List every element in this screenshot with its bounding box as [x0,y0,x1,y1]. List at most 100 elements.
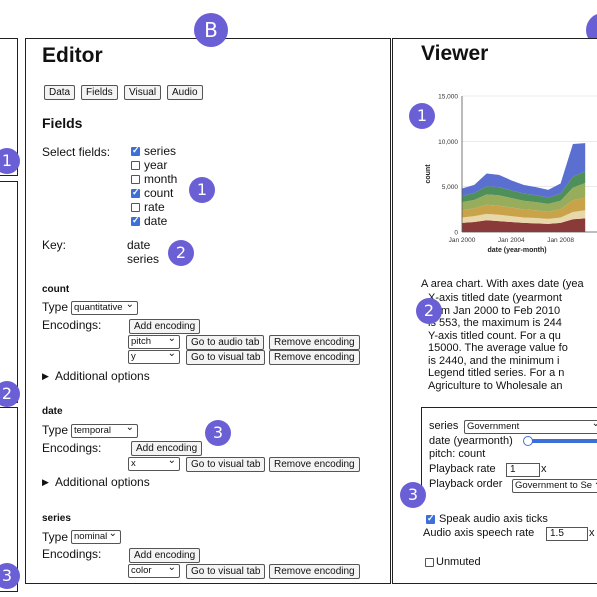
count-additional-options[interactable]: Additional options [55,369,150,383]
series-encoding-color-select[interactable]: color [128,562,180,578]
count-remove-encoding-2-button[interactable]: Remove encoding [269,350,360,365]
count-go-visual-button[interactable]: Go to visual tab [186,350,266,365]
field-label-series: series [144,144,177,158]
date-go-visual-button[interactable]: Go to visual tab [186,457,266,472]
area-series-0 [462,218,586,232]
date-slider[interactable] [526,439,597,443]
marker-3-editor: 3 [205,420,231,446]
key-value-date: date [127,238,151,252]
field-checkbox-date[interactable] [131,215,140,226]
marker-c-partial [586,13,597,47]
series-section-title: series [42,513,71,524]
x-tick-label: Jan 2000 [449,237,476,244]
speak-ticks-checkbox[interactable] [426,513,435,524]
count-encoding-y-select[interactable]: y [128,348,180,364]
date-encoding-x-select[interactable]: x [128,455,180,471]
key-value-series: series [127,252,160,266]
field-checkbox-rate[interactable] [131,203,140,212]
marker-3-viewer: 3 [400,482,426,508]
field-checkbox-month[interactable] [131,175,140,184]
tab-audio[interactable]: Audio [167,85,203,100]
area-series-5 [462,143,586,198]
series-go-visual-button[interactable]: Go to visual tab [186,564,266,579]
audio-player-controls [421,407,597,499]
marker-1: 1 [0,148,20,174]
description-line: X-axis titled date (yearmont [428,292,562,304]
date-additional-options[interactable]: Additional options [55,475,150,489]
y-tick-label: 10,000 [438,139,458,146]
marker-3: 3 [0,563,20,589]
date-section-title: date [42,406,63,417]
description-line: Agriculture to Wholesale an [428,379,563,392]
y-tick-label: 0 [454,230,458,237]
count-disclosure-triangle-icon[interactable]: ▶ [42,371,49,381]
marker-2-editor: 2 [168,240,194,266]
x-tick-label: Jan 2008 [547,237,574,244]
y-tick-label: 5,000 [442,184,459,191]
date-add-encoding-button[interactable]: Add encoding [131,441,203,456]
count-remove-encoding-1-button[interactable]: Remove encoding [269,335,360,350]
marker-1-viewer: 1 [409,103,435,129]
field-label-date: date [144,214,168,228]
playback-rate-label: Playback rate [429,463,496,475]
speech-rate-input[interactable]: 1.5 [546,527,588,541]
description-line: is 553, the maximum is 244 [428,317,562,329]
speak-ticks-label: Speak audio axis ticks [439,513,548,525]
count-add-encoding-button[interactable]: Add encoding [129,319,201,334]
tab-data[interactable]: Data [44,85,76,100]
date-encodings-label: Encodings: [42,441,102,455]
field-checkbox-count[interactable] [131,187,140,198]
left-panel-bottom [0,407,18,592]
x-tick-label: Jan 2004 [498,237,525,244]
y-axis-title: count [425,164,432,184]
y-tick-label: 15,000 [438,94,458,101]
left-panel-middle [0,181,18,403]
date-slider-label: date (yearmonth) [429,435,513,447]
series-select[interactable]: Government [464,418,597,434]
count-type-select[interactable]: quantitative [71,299,138,315]
viewer-title: Viewer [421,42,489,65]
count-go-audio-button[interactable]: Go to audio tab [186,335,265,350]
series-encodings-label: Encodings: [42,547,102,561]
field-label-month: month [144,172,178,186]
area-series-2 [462,197,586,219]
playback-order-label: Playback order [429,478,503,490]
description-line: is 2440, and the minimum i [428,354,560,367]
series-remove-encoding-button[interactable]: Remove encoding [269,564,360,579]
date-type-label: Type [42,423,69,437]
description-line: 15000. The average value fo [428,342,568,354]
field-checkbox-series[interactable] [131,145,140,156]
date-disclosure-triangle-icon[interactable]: ▶ [42,477,49,487]
count-encoding-pitch-select[interactable]: pitch [128,333,180,349]
speech-rate-label: Audio axis speech rate [423,527,535,539]
area-series-1 [462,210,586,224]
tab-visual[interactable]: Visual [124,85,162,100]
description-first-line: A area chart. With axes date (yea [421,278,584,290]
tab-fields[interactable]: Fields [81,85,118,100]
count-encodings-label: Encodings: [42,318,102,332]
description-line: Legend titled series. For a n [428,367,565,379]
playback-order-select[interactable]: Government to Se [512,477,597,493]
area-series-3 [462,183,586,212]
area-series-4 [462,171,586,204]
unmuted-checkbox[interactable] [425,558,434,567]
date-remove-encoding-button[interactable]: Remove encoding [269,457,360,472]
date-slider-thumb[interactable] [523,436,533,446]
field-checkbox-year[interactable] [131,161,140,170]
series-add-encoding-button[interactable]: Add encoding [129,548,201,563]
playback-rate-input[interactable]: 1 [506,463,540,477]
series-type-select[interactable]: nominal [71,528,121,544]
editor-title: Editor [42,44,103,67]
marker-2: 2 [0,381,20,407]
count-section-title: count [42,284,70,295]
select-fields-label: Select fields: [42,145,111,159]
field-label-count: count [144,186,174,200]
marker-1-editor: 1 [189,177,215,203]
pitch-text: pitch: count [429,448,486,460]
fields-heading: Fields [42,115,83,131]
x-axis-title: date (year-month) [487,247,546,254]
left-panel-top [0,38,18,176]
field-label-rate: rate [144,200,165,214]
date-type-select[interactable]: temporal [71,422,138,438]
field-label-year: year [144,158,168,172]
